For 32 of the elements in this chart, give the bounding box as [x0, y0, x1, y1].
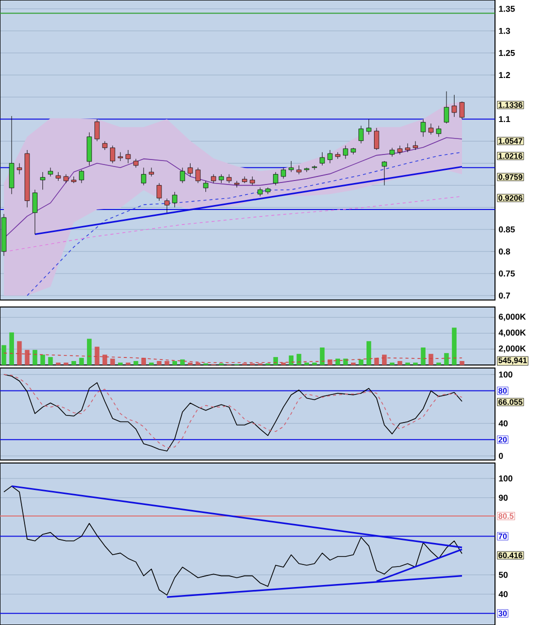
y-tick-label: 2,000K: [498, 345, 526, 353]
text: 545,941: [498, 358, 527, 364]
text: 60.416: [498, 552, 522, 558]
y-tick-label: 1.1: [499, 116, 510, 122]
y-tick-label: 1.2: [499, 72, 510, 78]
y-tick-label: 50: [498, 572, 508, 578]
ref-line-label: 80: [498, 388, 507, 394]
ref-line-label: 70: [498, 533, 507, 540]
text: 0.9759: [498, 174, 522, 180]
y-tick-label: 6,000K: [498, 314, 526, 321]
y-tick-label: 0.8: [498, 248, 510, 254]
y-tick-label: 90: [498, 494, 508, 501]
text: 1.0547: [498, 138, 522, 144]
text: 66.055: [498, 399, 522, 405]
text: 1.0216: [498, 153, 522, 159]
y-tick-label: 0: [498, 452, 503, 459]
y-tick-label: 1.25: [499, 50, 515, 56]
ref-line-label: 20: [498, 436, 507, 442]
y-tick-label: 0.85: [498, 226, 515, 232]
y-tick-label: 1.35: [499, 6, 515, 12]
y-tick-label: 40: [498, 591, 508, 598]
ref-line-label: 80.5: [498, 513, 514, 519]
text: 0.9206: [498, 195, 522, 201]
y-tick-label: 4,000K: [498, 330, 526, 337]
y-tick-label: 100: [499, 372, 512, 378]
y-tick-label: 1.3: [499, 28, 510, 34]
text: 1.1336: [498, 102, 522, 108]
y-tick-label: 0.7: [498, 292, 510, 299]
y-tick-label: 0.75: [498, 270, 515, 277]
y-tick-label: 40: [498, 420, 508, 426]
ref-line-label: 30: [498, 610, 507, 616]
y-tick-label: 100: [499, 475, 512, 482]
